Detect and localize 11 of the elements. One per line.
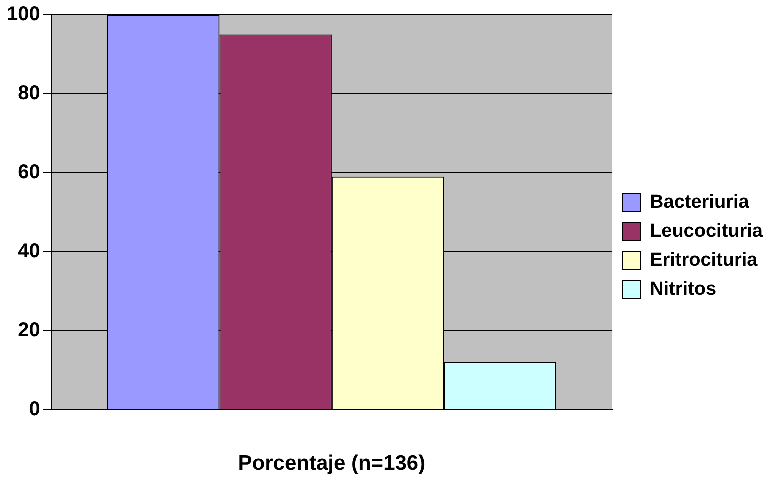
y-tick-label: 0	[29, 398, 40, 420]
legend-label: Eritrocituria	[650, 250, 758, 272]
y-tick-label: 80	[18, 82, 40, 104]
y-tick-label: 20	[18, 319, 40, 342]
y-tick-label: 100	[6, 4, 40, 26]
legend-label: Bacteriuria	[650, 192, 750, 214]
y-tick-label: 60	[18, 161, 40, 184]
x-axis-title: Porcentaje (n=136)	[238, 452, 426, 476]
legend-label: Nitritos	[650, 279, 717, 300]
legend-label: Leucocituria	[650, 221, 764, 242]
y-tick-label: 40	[18, 240, 40, 262]
